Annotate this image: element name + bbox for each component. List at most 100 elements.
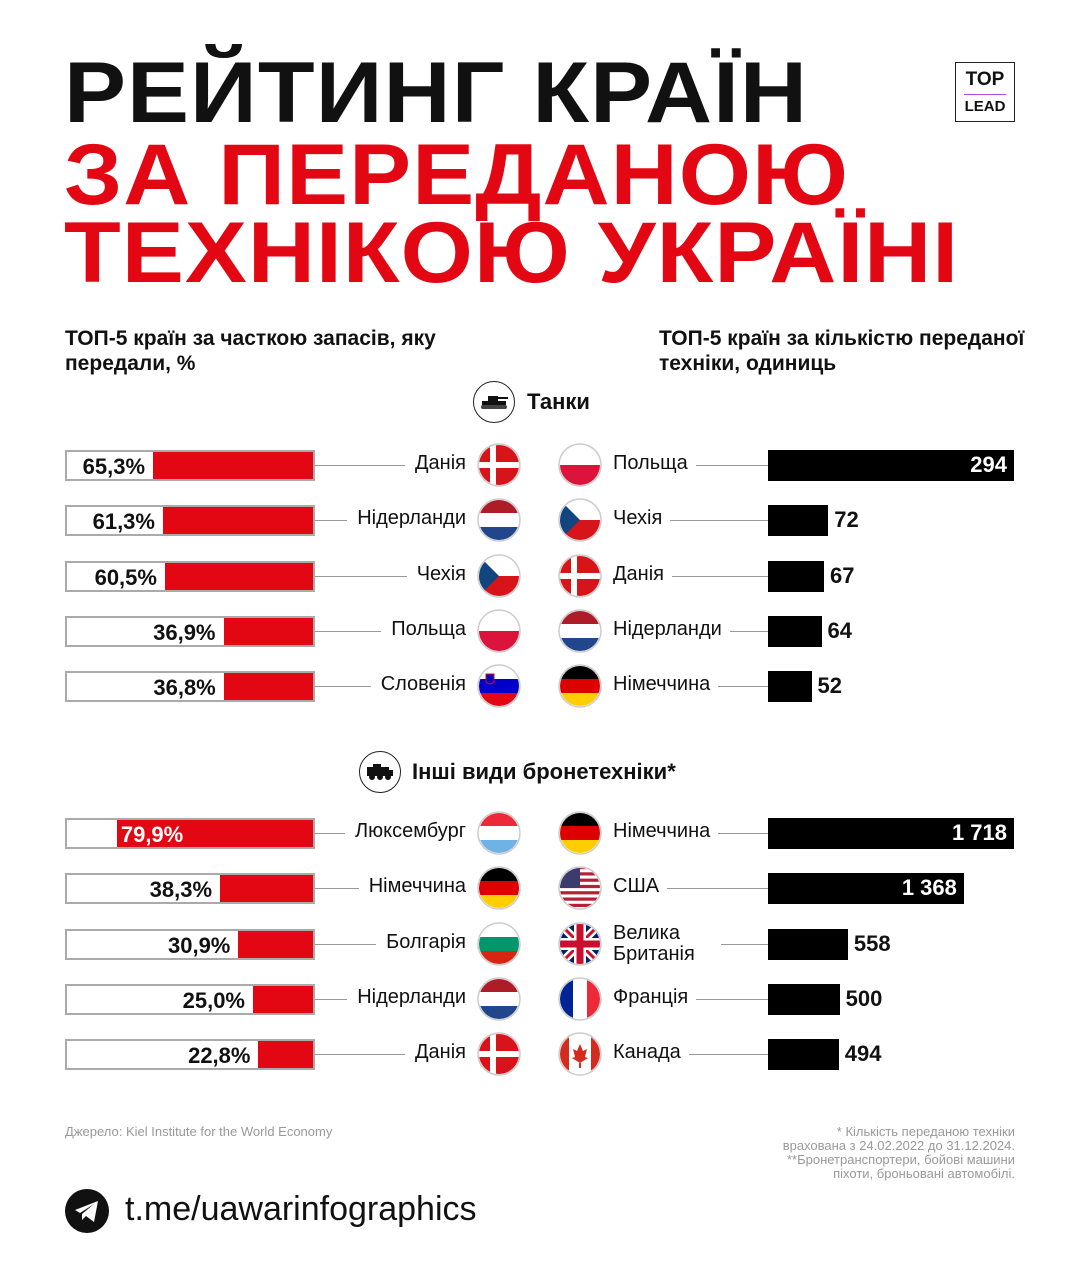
subtitle-left: ТОП-5 країн за часткою запасів, яку пере…: [65, 327, 436, 375]
country-name-right: США: [613, 875, 660, 898]
connector-line: [718, 686, 768, 688]
share-value: 30,9%: [167, 932, 231, 958]
connector-line: [315, 998, 348, 1000]
country-name-right: Нідерланди: [613, 617, 722, 640]
connector-line: [315, 520, 348, 522]
share-bar-fill: [164, 562, 313, 590]
country-name-left: Німеччина: [368, 875, 466, 898]
connector-line: [672, 575, 768, 577]
count-value: 1 718: [951, 820, 1007, 845]
share-bar: 36,8%: [65, 671, 315, 703]
flag-si-icon: [477, 664, 521, 708]
count-bar: [768, 615, 822, 647]
country-name-right: Франція: [613, 985, 689, 1008]
telegram-link[interactable]: t.me/uawarinfographics: [125, 1190, 477, 1228]
flag-cz-icon: [558, 498, 602, 543]
connector-line: [695, 465, 768, 466]
country-name-right: Німеччина: [613, 820, 711, 842]
share-bar-fill: [253, 985, 313, 1013]
share-bar: 25,0%: [65, 983, 315, 1015]
count-value: 52: [817, 673, 842, 699]
connector-line: [315, 630, 382, 632]
connector-line: [718, 833, 768, 834]
connector-line: [315, 575, 407, 577]
flag-cz-icon: [477, 553, 521, 598]
country-name-right: Канада: [613, 1041, 681, 1064]
country-name-left: Нідерланди: [357, 507, 466, 530]
count-bar: [768, 818, 1014, 849]
share-value: 25,0%: [182, 987, 245, 1013]
top-lead-logo: TOP LEAD: [955, 62, 1015, 122]
footnote-line: **Бронетранспортери, бойові машини: [786, 1152, 1015, 1167]
count-value: 558: [853, 930, 891, 956]
country-name-left: Болгарія: [386, 930, 466, 953]
connector-line: [729, 630, 768, 632]
count-value: 500: [845, 985, 883, 1011]
count-value: 64: [827, 617, 853, 643]
source-text: Джерело: Kiel Institute for the World Ec…: [65, 1124, 333, 1139]
share-bar: 61,3%: [65, 505, 315, 537]
share-value: 61,3%: [92, 509, 155, 535]
share-value: 60,5%: [94, 564, 157, 590]
country-name-left: Данія: [415, 452, 466, 474]
share-bar: 38,3%: [65, 873, 315, 905]
connector-line: [315, 888, 359, 890]
section-title-other: Інші види бронетехніки*: [412, 759, 676, 784]
count-bar: [768, 928, 848, 960]
share-bar-fill: [223, 617, 313, 645]
connector-line: [667, 888, 768, 890]
share-bar: 79,9%: [65, 818, 315, 849]
telegram-icon: [65, 1189, 109, 1238]
country-name-right: Польща: [613, 452, 688, 474]
share-bar-fill: [238, 930, 313, 958]
country-name-left: Данія: [415, 1041, 466, 1064]
count-bar: [768, 671, 812, 703]
count-value: 72: [834, 507, 859, 533]
section-title-tanks: Танки: [527, 389, 590, 414]
count-value: 494: [844, 1041, 882, 1067]
share-value: 22,8%: [188, 1043, 251, 1069]
share-bar: 22,8%: [65, 1039, 315, 1071]
country-name-right: Данія: [613, 562, 664, 585]
share-bar: 65,3%: [65, 450, 315, 481]
flag-nl-icon: [558, 609, 602, 653]
footnote-line: * Кількість переданою техніки: [836, 1124, 1015, 1139]
flag-dk-icon: [558, 553, 602, 598]
share-bar-fill: [223, 673, 313, 701]
tank-icon: [473, 381, 515, 423]
logo-bottom: LEAD: [964, 98, 1006, 115]
title-line3: ТЕХНІКОЮ УКРАЇНІ: [64, 205, 960, 301]
flag-dk-icon: [477, 1032, 521, 1076]
flag-ca-icon: [558, 1032, 602, 1076]
flag-de-icon: [477, 866, 521, 911]
count-bar: [768, 983, 840, 1015]
share-value: 65,3%: [82, 454, 146, 479]
connector-line: [315, 1054, 405, 1056]
flag-us-icon: [558, 866, 602, 911]
share-value: 79,9%: [120, 822, 184, 847]
footnote-line: врахована з 24.02.2022 до 31.12.2024.: [782, 1138, 1015, 1153]
country-name-left: Чехія: [416, 562, 466, 585]
share-bar: 30,9%: [65, 928, 315, 960]
title-line1: РЕЙТИНГ КРАЇН: [64, 45, 808, 141]
count-value: 294: [970, 452, 1007, 477]
armored-vehicle-icon: [359, 751, 401, 793]
flag-pl-icon: [477, 609, 521, 653]
count-bar: [768, 873, 964, 905]
flag-nl-icon: [477, 498, 521, 543]
connector-line: [315, 833, 346, 834]
connector-line: [688, 1054, 768, 1056]
count-bar: [768, 505, 829, 537]
count-value: 1 368: [901, 875, 957, 901]
country-name-right: Велика Британія: [613, 921, 695, 965]
flag-dk-icon: [477, 443, 521, 487]
share-bar-fill: [220, 875, 313, 903]
flag-de-icon: [558, 811, 602, 855]
connector-line: [696, 998, 768, 1000]
share-bar: 36,9%: [65, 615, 315, 647]
flag-fr-icon: [558, 977, 602, 1021]
connector-line: [315, 943, 377, 945]
count-value: 67: [830, 562, 855, 588]
count-bar: [768, 1039, 839, 1071]
country-name-right: Німеччина: [613, 673, 711, 696]
